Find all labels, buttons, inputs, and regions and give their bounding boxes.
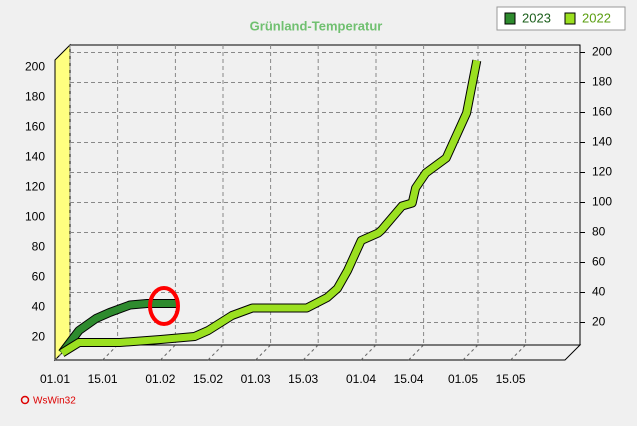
y-tick-label: 140 [25,150,45,164]
x-tick-label: 15.01 [88,372,118,386]
y-tick-label: 40 [32,300,46,314]
y-tick-label: 80 [32,240,46,254]
floor [53,344,582,361]
y-tick-label: 100 [25,210,45,224]
chart-title: Grünland-Temperatur [250,18,383,33]
y-tick-label: 160 [25,120,45,134]
y-tick-label: 120 [25,180,45,194]
y-tick-label-right: 120 [592,165,612,179]
x-tick-label: 01.05 [448,372,478,386]
y-tick-label-right: 160 [592,105,612,119]
legend [496,6,626,31]
y-tick-label-right: 80 [592,225,606,239]
y-tick-label: 180 [25,90,45,104]
y-tick-label-right: 200 [592,45,612,59]
left-wall [54,43,71,362]
x-tick-label: 15.02 [193,372,223,386]
footer-icon [20,395,30,405]
y-tick-label-right: 20 [592,315,606,329]
x-tick-label: 01.01 [40,372,70,386]
x-tick-label: 15.04 [394,372,424,386]
y-tick-label-right: 140 [592,135,612,149]
x-tick-label: 01.04 [346,372,376,386]
y-tick-label-right: 60 [592,255,606,269]
y-tick-label-right: 100 [592,195,612,209]
legend-label: 2023 [522,10,551,25]
annotation-circle [148,286,180,326]
legend-swatch [504,12,516,25]
y-tick-label: 200 [25,60,45,74]
y-tick-label-right: 180 [592,75,612,89]
line [60,59,481,356]
footer: WsWin32 [33,396,76,407]
y-tick-label: 60 [32,270,46,284]
legend-swatch [564,12,576,25]
legend-label: 2022 [582,10,611,25]
y-tick-label-right: 40 [592,285,606,299]
x-tick-label: 15.03 [288,372,318,386]
x-tick-label: 15.05 [496,372,526,386]
line [59,300,178,356]
x-tick-label: 01.02 [145,372,175,386]
x-tick-label: 01.03 [241,372,271,386]
y-tick-label: 20 [32,330,46,344]
